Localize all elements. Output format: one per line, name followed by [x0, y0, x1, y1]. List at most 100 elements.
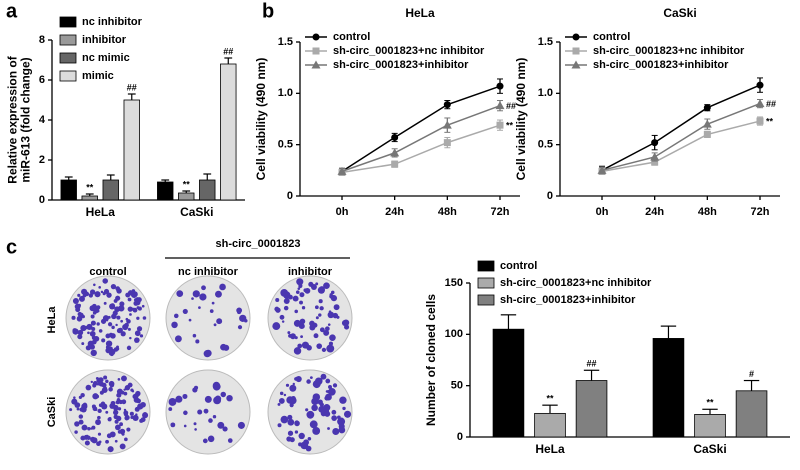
colony	[95, 419, 101, 426]
colony	[297, 343, 303, 349]
y-tick-label: 2	[39, 154, 45, 166]
colony	[108, 387, 113, 392]
colony	[95, 376, 99, 380]
x-tick-label: CaSki	[693, 442, 726, 456]
colony	[82, 291, 87, 295]
colony	[97, 408, 102, 414]
colony	[323, 329, 330, 336]
colony	[278, 398, 285, 404]
colony	[237, 325, 243, 330]
x-tick-label: 24h	[385, 206, 404, 218]
colony	[287, 430, 294, 436]
colony	[294, 309, 299, 314]
panel-label: a	[6, 0, 18, 22]
colony	[280, 415, 289, 424]
significance: #	[749, 369, 754, 379]
colony	[193, 385, 199, 390]
legend-label: mimic	[82, 70, 114, 82]
colony	[81, 406, 84, 409]
colony	[281, 320, 285, 323]
significance: **	[506, 121, 514, 131]
colony	[139, 418, 144, 423]
colony	[114, 439, 118, 443]
colony	[91, 303, 97, 309]
colony	[201, 285, 206, 291]
colony	[105, 333, 111, 339]
colony	[86, 323, 93, 331]
colony	[299, 318, 306, 325]
colony	[105, 439, 109, 444]
colony	[342, 319, 350, 326]
colony	[223, 344, 230, 351]
colony	[89, 289, 96, 295]
marker	[756, 81, 764, 89]
colony	[96, 322, 100, 326]
significance: **	[86, 182, 94, 192]
colony	[326, 344, 335, 353]
colony	[127, 327, 131, 331]
line	[601, 102, 761, 172]
colony	[126, 427, 131, 432]
colony	[304, 287, 311, 294]
colony	[293, 347, 302, 355]
bar	[220, 63, 237, 201]
colony	[130, 415, 134, 419]
colony	[72, 328, 78, 333]
colony	[69, 408, 73, 412]
legend-label: control	[500, 260, 537, 272]
colony	[84, 326, 88, 330]
line	[341, 104, 501, 173]
colony	[118, 327, 123, 333]
colony	[127, 382, 133, 388]
colony	[207, 435, 215, 443]
colony	[134, 330, 141, 337]
colony	[332, 383, 338, 388]
marker	[390, 148, 400, 157]
colony	[287, 331, 291, 335]
colony	[316, 343, 323, 349]
colony	[309, 324, 316, 331]
colony	[131, 390, 135, 393]
bar	[694, 414, 726, 438]
x-tick-label: 24h	[645, 206, 664, 218]
colony	[182, 308, 188, 315]
colony	[113, 408, 117, 412]
colony	[219, 283, 226, 291]
colony	[183, 410, 188, 416]
bar	[60, 179, 77, 201]
colony	[344, 324, 350, 330]
colony	[213, 396, 222, 405]
y-tick-label: 0	[457, 431, 463, 443]
colony	[124, 437, 128, 442]
x-tick-label: HeLa	[86, 205, 116, 219]
colony	[72, 298, 79, 305]
colony	[213, 323, 217, 327]
colony	[194, 428, 197, 431]
colony	[300, 441, 309, 450]
colony	[311, 397, 319, 406]
colony	[283, 298, 290, 305]
colony	[131, 289, 136, 293]
chart-title: HeLa	[405, 6, 435, 20]
row-label: CaSki	[46, 397, 58, 428]
colony	[107, 315, 111, 319]
colony	[321, 347, 327, 353]
y-tick-label: 1.5	[538, 36, 553, 48]
colony	[115, 307, 120, 311]
colony	[328, 385, 332, 389]
bar	[652, 338, 685, 438]
colony	[297, 287, 301, 291]
colony	[292, 382, 296, 386]
colony	[323, 282, 330, 290]
colony	[90, 380, 93, 384]
marker	[496, 82, 504, 90]
colony	[90, 314, 95, 319]
colony	[211, 301, 215, 305]
colony	[298, 432, 305, 440]
colony	[84, 440, 90, 446]
colony	[80, 324, 87, 332]
colony	[199, 293, 207, 301]
significance: **	[706, 398, 714, 408]
colony	[237, 421, 245, 429]
column-label: inhibitor	[288, 266, 333, 278]
